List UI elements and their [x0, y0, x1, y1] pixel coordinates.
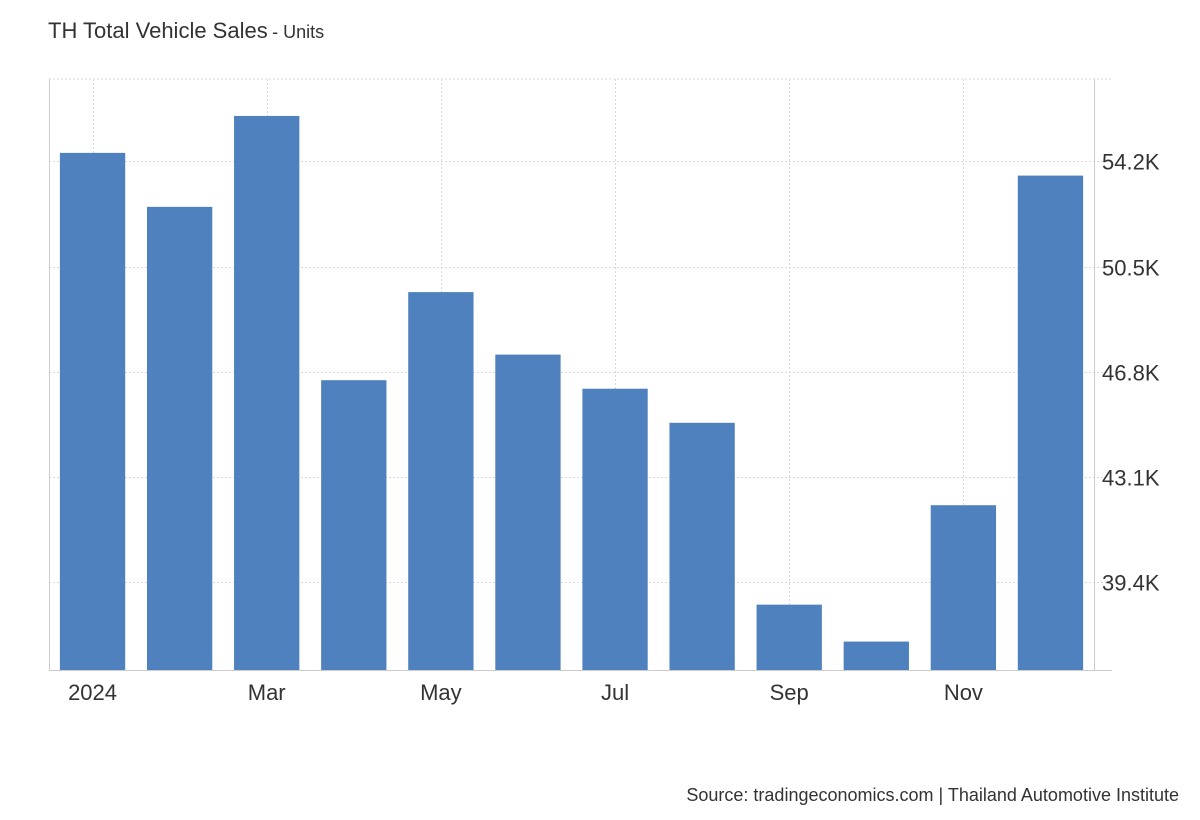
y-tick-label: 50.5K [1102, 256, 1160, 281]
x-tick-label: Nov [944, 680, 983, 705]
bar-aug-2024 [669, 422, 735, 670]
x-tick-label: 2024 [68, 680, 117, 705]
bar-chart: 39.4K 43.1K 46.8K 50.5K 54.2K 2024 Mar May Jul Se… [49, 78, 1160, 705]
bar-nov-2024 [930, 505, 997, 670]
bar-mar-2024 [234, 115, 300, 670]
bar-apr-2024 [321, 380, 387, 670]
bar-oct-2024 [843, 641, 909, 670]
bar-jan-2024 [59, 152, 126, 670]
chart-unit-label: - Units [272, 22, 325, 42]
y-tick-label: 46.8K [1102, 361, 1160, 386]
x-tick-label: Sep [770, 680, 809, 705]
y-tick-label: 39.4K [1102, 571, 1160, 596]
bar-jun-2024 [495, 354, 561, 670]
bar-may-2024 [408, 292, 474, 670]
bar-feb-2024 [146, 206, 213, 670]
chart-title-block: TH Total Vehicle Sales - Units [48, 18, 324, 44]
x-tick-label: May [420, 680, 462, 705]
bar-sep-2024 [756, 604, 822, 670]
x-tick-label: Jul [601, 680, 629, 705]
y-tick-label: 54.2K [1102, 150, 1160, 175]
bar-dec-2024 [1017, 175, 1084, 670]
y-tick-label: 43.1K [1102, 466, 1160, 491]
bar-jul-2024 [582, 388, 648, 670]
source-credit: Source: tradingeconomics.com | Thailand … [686, 785, 1179, 805]
x-tick-label: Mar [248, 680, 286, 705]
chart-title: TH Total Vehicle Sales [48, 18, 268, 43]
